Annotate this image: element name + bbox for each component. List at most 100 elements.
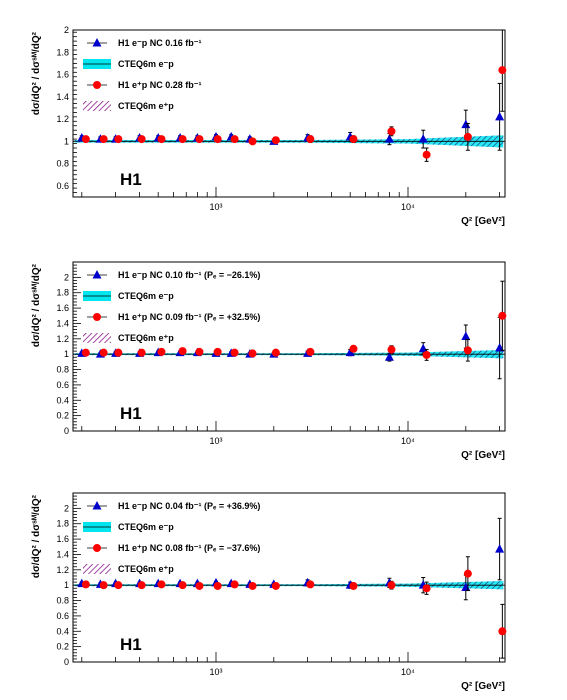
- y-tick-label: 0: [64, 657, 69, 667]
- legend-label: CTEQ6m e⁺p: [118, 333, 174, 343]
- plot-frame: [72, 29, 506, 198]
- y-tick-label: 1.8: [56, 47, 69, 57]
- data-point-ep: [195, 135, 204, 144]
- y-tick-label: 0.4: [56, 395, 69, 405]
- y-tick-label: 0.2: [56, 411, 69, 421]
- data-point-ep: [387, 127, 396, 136]
- y-tick-label: 0.4: [56, 626, 69, 636]
- y-tick-label: 1.4: [56, 92, 69, 102]
- data-point-ep: [271, 581, 280, 590]
- legend-label: CTEQ6m e⁺p: [118, 564, 174, 574]
- y-tick-label: 0.8: [56, 365, 69, 375]
- x-tick-label: 10³: [209, 436, 222, 446]
- legend-marker-circle: [93, 313, 101, 321]
- legend-label: H1 e⁺p NC 0.28 fb⁻¹: [118, 80, 202, 90]
- legend-band-hatch: [83, 564, 111, 574]
- y-tick-label: 1: [64, 580, 69, 590]
- legend-label: H1 e⁻p NC 0.10 fb⁻¹ (Pₑ = −26.1%): [118, 270, 260, 280]
- x-axis-label: Q² [GeV²]: [461, 450, 505, 461]
- data-point-em: [345, 347, 355, 357]
- legend-band-hatch: [83, 101, 111, 111]
- legend-label: H1 e⁻p NC 0.16 fb⁻¹: [118, 38, 202, 48]
- experiment-label: H1: [120, 170, 142, 189]
- data-point-ep: [81, 580, 90, 589]
- y-tick-label: 0.6: [56, 181, 69, 191]
- data-point-ep: [137, 581, 146, 590]
- y-tick-label: 0.2: [56, 642, 69, 652]
- data-point-ep: [463, 132, 472, 141]
- data-point-ep: [137, 348, 146, 357]
- y-tick-label: 2: [64, 272, 69, 282]
- y-tick-label: 0.8: [56, 596, 69, 606]
- legend-marker-triangle: [92, 270, 102, 279]
- data-point-ep: [230, 348, 239, 357]
- y-tick-label: 1.4: [56, 549, 69, 559]
- data-point-ep: [498, 311, 507, 320]
- data-point-ep: [157, 135, 166, 144]
- y-tick-label: 1.2: [56, 334, 69, 344]
- legend-marker-circle: [93, 81, 101, 89]
- data-point-em: [495, 111, 505, 121]
- legend-marker-circle: [93, 544, 101, 552]
- y-axis-label: dσ/dQ² / dσˢᴹ/dQ²: [31, 494, 42, 578]
- data-point-ep: [114, 135, 123, 144]
- data-point-em: [495, 544, 505, 553]
- data-point-ep: [213, 581, 222, 590]
- data-point-ep: [178, 347, 187, 356]
- y-tick-label: 0.6: [56, 611, 69, 621]
- legend-marker-triangle: [92, 38, 102, 47]
- data-point-ep: [349, 581, 358, 590]
- data-point-em: [418, 134, 428, 143]
- data-point-ep: [114, 348, 123, 357]
- y-tick-label: 1.6: [56, 70, 69, 80]
- y-tick-label: 2: [64, 25, 69, 35]
- data-point-ep: [195, 581, 204, 590]
- x-tick-label: 10⁴: [401, 436, 415, 446]
- panel-3: 0 0.2 0.4 0.6 0.8 1 1.2 1.4 1.6 1.8 2 10³ 10⁴ Q² [GeV…: [31, 492, 507, 692]
- y-tick-label: 1.2: [56, 114, 69, 124]
- legend-label: CTEQ6m e⁻p: [118, 59, 174, 69]
- legend-marker-triangle: [92, 501, 102, 510]
- data-point-ep: [306, 580, 315, 589]
- plot-frame: [72, 261, 506, 432]
- data-point-ep: [230, 135, 239, 144]
- data-point-ep: [248, 137, 257, 146]
- data-point-ep: [498, 66, 507, 75]
- y-axis-label: dσ/dQ² / dσˢᴹ/dQ²: [31, 31, 42, 115]
- panel-1: 0.6 0.8 1 1.2 1.4 1.6 1.8 2 10³ 10⁴ Q² [GeV²] dσ/dQ…: [31, 25, 507, 227]
- y-tick-label: 1.6: [56, 303, 69, 313]
- data-point-ep: [463, 569, 472, 578]
- data-point-ep: [248, 349, 257, 358]
- y-tick-label: 1: [64, 136, 69, 146]
- data-point-ep: [248, 581, 257, 590]
- data-point-em: [418, 343, 428, 353]
- data-point-em: [461, 331, 471, 341]
- data-point-ep: [271, 136, 280, 145]
- data-point-ep: [195, 347, 204, 356]
- data-point-ep: [387, 345, 396, 354]
- y-tick-label: 1: [64, 349, 69, 359]
- data-point-ep: [271, 348, 280, 357]
- x-tick-label: 10³: [209, 667, 222, 677]
- x-axis-label: Q² [GeV²]: [461, 681, 505, 692]
- data-point-ep: [422, 150, 431, 159]
- y-tick-label: 2: [64, 503, 69, 513]
- data-point-em: [384, 352, 394, 361]
- legend-band-hatch: [83, 333, 111, 343]
- legend-label: H1 e⁻p NC 0.04 fb⁻¹ (Pₑ = +36.9%): [118, 501, 260, 511]
- data-point-ep: [99, 135, 108, 144]
- data-point-ep: [213, 135, 222, 144]
- legend-label: H1 e⁺p NC 0.09 fb⁻¹ (Pₑ = +32.5%): [118, 312, 260, 322]
- y-tick-label: 1.2: [56, 565, 69, 575]
- data-point-ep: [137, 135, 146, 144]
- plot-frame: [72, 492, 506, 663]
- data-point-ep: [498, 627, 507, 636]
- data-point-ep: [349, 344, 358, 353]
- data-point-ep: [178, 135, 187, 144]
- y-tick-label: 0.8: [56, 159, 69, 169]
- x-tick-label: 10⁴: [401, 667, 415, 677]
- data-point-ep: [114, 581, 123, 590]
- data-point-ep: [387, 581, 396, 590]
- x-tick-label: 10⁴: [401, 202, 415, 212]
